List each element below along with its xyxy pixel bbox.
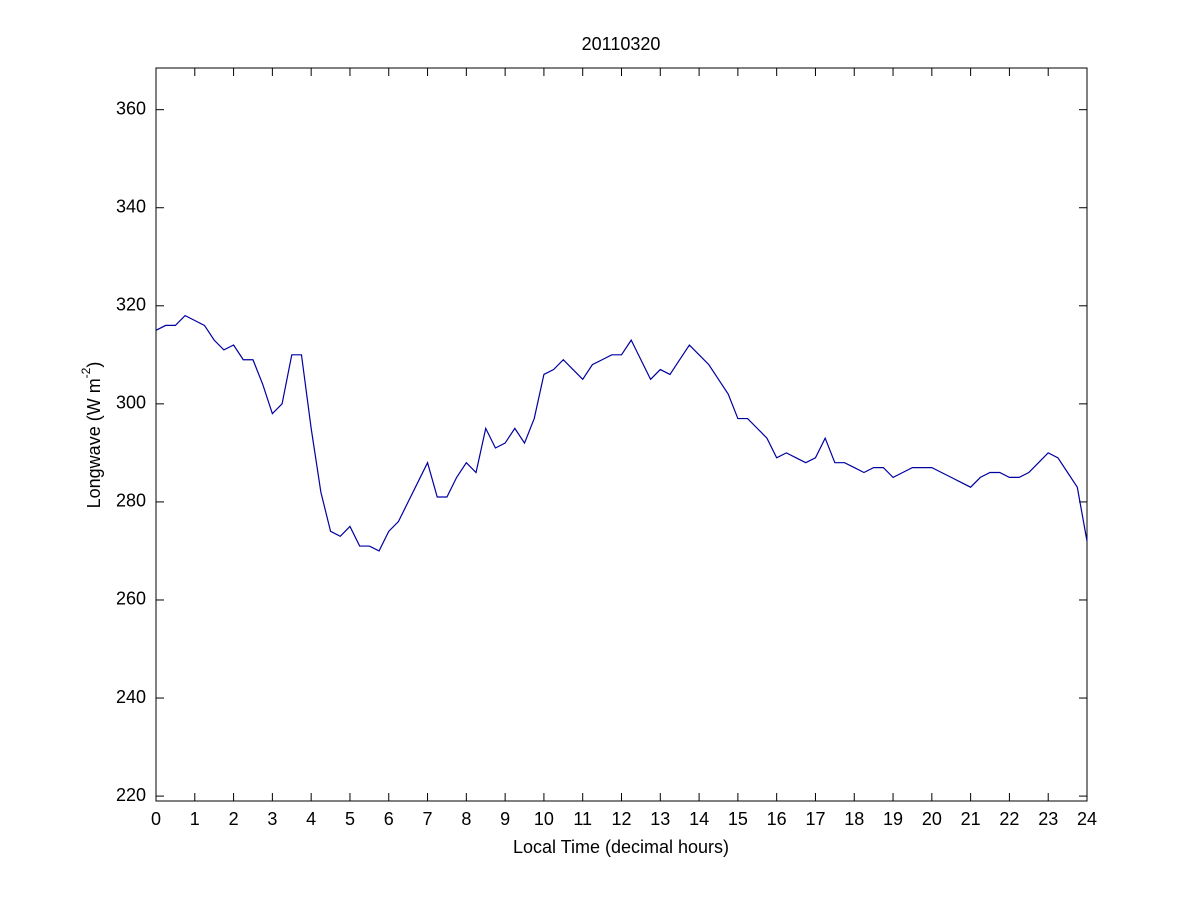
x-axis-label: Local Time (decimal hours) xyxy=(513,837,729,857)
y-label-text: Longwave (W m xyxy=(84,378,104,508)
x-tick-label: 6 xyxy=(384,809,394,829)
x-tick-label: 19 xyxy=(883,809,903,829)
x-tick-label: 10 xyxy=(534,809,554,829)
y-tick-label: 340 xyxy=(116,196,146,216)
chart-title: 20110320 xyxy=(582,34,661,54)
y-tick-label: 300 xyxy=(116,393,146,413)
y-axis-label: Longwave (W m-2) xyxy=(79,362,104,509)
x-tick-label: 12 xyxy=(611,809,631,829)
y-label-suffix: ) xyxy=(84,362,104,368)
x-tick-label: 14 xyxy=(689,809,709,829)
y-tick-label: 360 xyxy=(116,98,146,118)
y-tick-label: 220 xyxy=(116,785,146,805)
x-tick-label: 16 xyxy=(767,809,787,829)
x-tick-label: 18 xyxy=(844,809,864,829)
y-label-superscript: -2 xyxy=(79,367,93,378)
x-tick-label: 22 xyxy=(999,809,1019,829)
x-tick-label: 20 xyxy=(922,809,942,829)
x-tick-label: 4 xyxy=(306,809,316,829)
y-tick-label: 320 xyxy=(116,295,146,315)
x-tick-label: 9 xyxy=(500,809,510,829)
x-tick-label: 5 xyxy=(345,809,355,829)
x-tick-label: 11 xyxy=(573,809,592,829)
y-tick-label: 280 xyxy=(116,491,146,511)
data-line xyxy=(155,314,1088,552)
x-tick-label: 1 xyxy=(190,809,200,829)
x-tick-label: 7 xyxy=(423,809,433,829)
x-tick-label: 2 xyxy=(229,809,239,829)
x-tick-label: 23 xyxy=(1038,809,1058,829)
y-tick-label: 240 xyxy=(116,687,146,707)
y-tick-label: 260 xyxy=(116,589,146,609)
x-tick-label: 21 xyxy=(961,809,981,829)
x-tick-label: 0 xyxy=(151,809,161,829)
x-tick-label: 3 xyxy=(267,809,277,829)
x-tick-label: 24 xyxy=(1077,809,1097,829)
x-tick-label: 17 xyxy=(805,809,825,829)
x-tick-label: 15 xyxy=(728,809,748,829)
x-tick-label: 13 xyxy=(650,809,670,829)
plot-box xyxy=(155,67,1088,802)
x-tick-label: 8 xyxy=(461,809,471,829)
